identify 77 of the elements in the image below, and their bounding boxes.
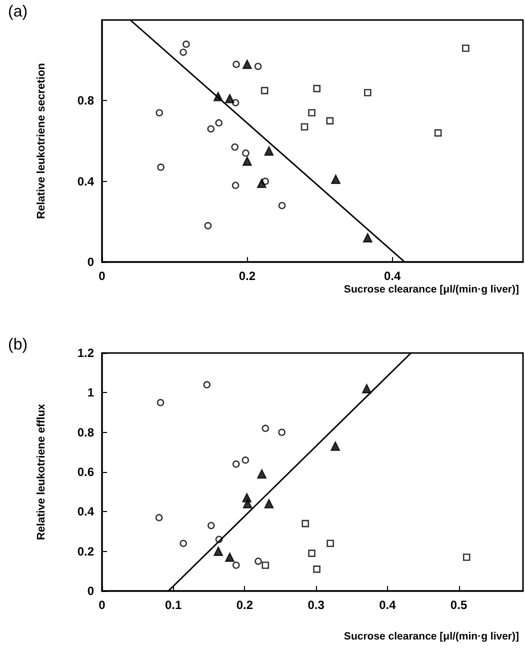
point	[257, 178, 266, 188]
point	[363, 233, 372, 242]
point	[231, 143, 238, 151]
point	[180, 540, 187, 548]
y-tick-label: 0	[87, 584, 94, 598]
x-tick-label: 0.4	[379, 598, 396, 612]
x-tick-label: 0.4	[384, 269, 402, 283]
point	[313, 84, 321, 92]
point	[264, 499, 274, 508]
x-tick-label: 0	[98, 269, 106, 283]
point	[313, 566, 320, 573]
point	[264, 146, 274, 156]
point	[462, 554, 470, 561]
point	[156, 398, 164, 406]
x-tick-label: 0.3	[308, 598, 325, 612]
x-axis-title: Sucrose clearance [μl/(min·g liver)]	[344, 630, 520, 642]
text: (b)	[8, 336, 28, 354]
point	[308, 109, 316, 116]
point	[157, 164, 164, 171]
y-tick-label: 1.2	[77, 346, 94, 360]
point	[225, 94, 234, 104]
point	[462, 44, 470, 52]
text: (a)	[8, 4, 28, 20]
point	[242, 60, 252, 70]
y-tick-label: 0.2	[77, 544, 94, 558]
y-tick-label: 0.6	[77, 465, 94, 479]
y-axis-title: Relative leukotriene efflux	[36, 402, 48, 540]
point	[204, 222, 212, 230]
point	[232, 460, 240, 468]
x-tick-label: 0.1	[165, 598, 182, 612]
point	[434, 129, 442, 137]
point	[232, 60, 240, 68]
point	[156, 109, 163, 116]
y-tick-label: 1	[87, 386, 94, 400]
point	[242, 456, 250, 464]
point	[242, 156, 252, 166]
point	[207, 125, 215, 133]
point	[203, 381, 211, 388]
x-tick-label: 0.2	[236, 598, 254, 612]
point	[182, 40, 190, 48]
point	[254, 62, 262, 70]
point	[242, 149, 250, 157]
point	[331, 174, 340, 184]
y-tick-label: 0.8	[77, 94, 94, 108]
point	[254, 558, 262, 565]
point	[300, 123, 308, 131]
point	[260, 86, 268, 94]
point	[262, 424, 270, 432]
point	[308, 550, 316, 557]
x-tick-label: 0.5	[450, 598, 468, 612]
y-tick-label: 0.4	[77, 174, 94, 188]
point	[257, 469, 266, 479]
y-axis-title: Relative leukotriene secretion	[36, 62, 48, 219]
point	[215, 119, 223, 126]
point	[278, 202, 286, 210]
point	[326, 117, 334, 124]
point	[208, 522, 215, 530]
y-tick-label: 0	[87, 255, 94, 269]
x-tick-label: 0	[98, 598, 106, 612]
point	[262, 562, 270, 569]
point	[180, 48, 187, 56]
point	[302, 520, 310, 528]
point	[330, 442, 340, 451]
point	[214, 546, 223, 556]
point	[364, 88, 372, 96]
x-axis-title: Sucrose clearance [μl/(min·g liver)]	[344, 284, 520, 296]
point	[155, 514, 163, 522]
point	[232, 182, 240, 190]
y-tick-label: 0.8	[77, 425, 94, 440]
point	[362, 384, 372, 394]
point	[242, 499, 252, 508]
point	[278, 428, 286, 436]
y-tick-label: 0.4	[77, 504, 94, 519]
point	[232, 562, 240, 569]
point	[326, 540, 334, 548]
point	[225, 552, 234, 562]
x-tick-label: 0.2	[238, 269, 256, 283]
